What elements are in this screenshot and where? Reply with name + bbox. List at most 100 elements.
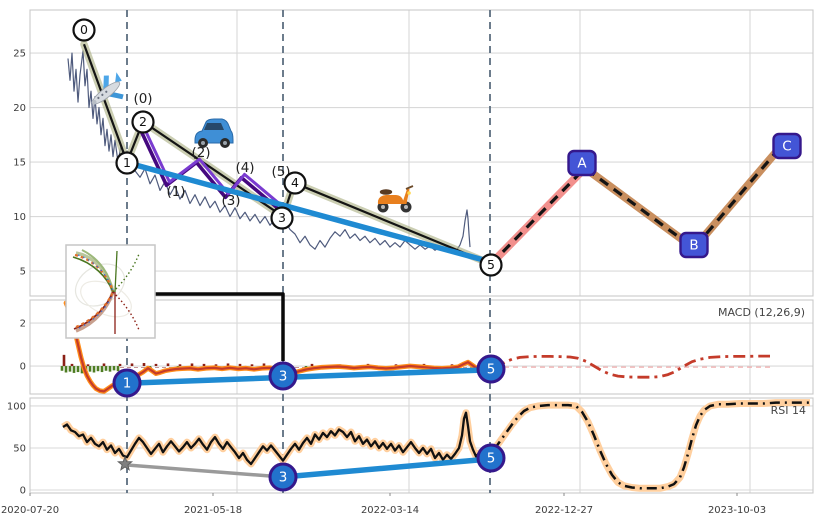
macd-hist-bar-up xyxy=(310,363,314,367)
macd-hist-bar-down xyxy=(116,366,120,372)
wave-circle-4 xyxy=(283,171,307,195)
macd-hist-bar-up xyxy=(214,364,218,367)
wave-circle-5 xyxy=(479,253,503,277)
projection-dashed-line xyxy=(489,151,778,266)
macd-line xyxy=(64,302,491,393)
macd-hist-bar-up xyxy=(70,363,74,367)
macd-hist-bar-down xyxy=(60,366,64,371)
macd-hist-bar-up xyxy=(62,354,66,367)
rsi-panel-title: RSI 14 xyxy=(770,404,806,417)
y-tick-label-main: 25 xyxy=(13,49,26,60)
inset-connector-line xyxy=(155,292,285,361)
abc-marker-A xyxy=(567,149,597,177)
wave-circle-1 xyxy=(115,151,139,175)
subwave-label-(2): (2) xyxy=(191,145,210,161)
macd-hist-bar-up xyxy=(154,363,158,367)
macd-hist-bar-down xyxy=(304,366,308,368)
macd-hist-bar-down xyxy=(92,366,96,373)
macd-hist-bar-up xyxy=(130,363,134,367)
trendline-macd xyxy=(124,366,494,386)
wave-circle-2 xyxy=(131,110,155,134)
wave-line xyxy=(82,43,492,266)
macd-hist-bar-down xyxy=(76,366,80,373)
y-tick-label-macd: 2 xyxy=(20,319,26,330)
price-line xyxy=(67,50,471,254)
macd-hist-bar-down xyxy=(68,366,72,372)
scooter-icon xyxy=(377,185,414,213)
pivot-circle-label-macd-3: 3 xyxy=(279,369,288,385)
macd-hist-bar-up xyxy=(262,363,266,367)
y-tick-label-main: 15 xyxy=(13,158,26,169)
wave-circle-label-0: 0 xyxy=(80,22,88,37)
pivot-circle-label-rsi-3: 3 xyxy=(279,470,288,486)
wave-circle-label-4: 4 xyxy=(291,175,299,190)
macd-hist-bar-up xyxy=(250,364,254,367)
x-tick-label: 2023-10-03 xyxy=(708,505,766,516)
macd-panel-title: MACD (12,26,9) xyxy=(717,306,805,319)
wave-circle-label-5: 5 xyxy=(487,257,495,272)
macd-hist-bar-down xyxy=(96,366,100,372)
y-tick-label-main: 10 xyxy=(13,212,26,223)
wave-circle-label-3: 3 xyxy=(278,210,286,225)
rsi-projection-line xyxy=(492,401,810,490)
pivot-circle-macd-1 xyxy=(112,368,142,398)
wave-circle-label-2: 2 xyxy=(139,114,147,129)
subwave-label-(3): (3) xyxy=(221,193,240,209)
pivot-circle-rsi-3 xyxy=(268,462,298,492)
pivot-circle-macd-5 xyxy=(476,354,506,384)
star-marker xyxy=(116,455,134,471)
macd-hist-bar-up xyxy=(118,363,122,367)
trendline-main xyxy=(124,159,494,265)
y-tick-label-rsi: 100 xyxy=(7,401,26,412)
pivot-circle-label-macd-1: 1 xyxy=(123,376,132,392)
abc-marker-label-A: A xyxy=(577,156,587,172)
pivot-circle-label-rsi-5: 5 xyxy=(487,451,496,467)
macd-hist-bar-down xyxy=(104,366,108,371)
inset-pattern-thumbnail xyxy=(65,244,156,339)
x-tick-label: 2022-12-27 xyxy=(535,505,593,516)
macd-hist-bar-up xyxy=(142,363,146,367)
pivot-circle-rsi-5 xyxy=(476,443,506,473)
macd-projection-line xyxy=(493,354,770,379)
x-tick-label: 2021-05-18 xyxy=(184,505,242,516)
panel-border-main xyxy=(29,9,814,297)
macd-hist-bar-up xyxy=(190,363,194,367)
x-tick-label: 2020-07-20 xyxy=(1,505,59,516)
macd-hist-bar-up xyxy=(178,364,182,367)
macd-hist-bar-down xyxy=(80,366,84,374)
projection-glow-tan xyxy=(581,148,780,253)
wave-circle-0 xyxy=(72,18,96,42)
macd-hist-bar-down xyxy=(64,366,68,373)
rsi-line xyxy=(62,411,491,466)
pivot-circle-macd-3 xyxy=(268,361,298,391)
subwave-label-(4): (4) xyxy=(235,160,254,176)
abc-marker-C xyxy=(772,132,802,160)
macd-hist-bar-down xyxy=(72,366,76,373)
wave-circle-label-1: 1 xyxy=(123,155,131,170)
macd-hist-bar-down xyxy=(88,366,92,372)
panel-border-rsi xyxy=(29,397,814,494)
wave-glow xyxy=(80,40,495,268)
rsi-projection-glow xyxy=(491,399,810,492)
car-icon xyxy=(194,118,234,148)
airplane-icon xyxy=(91,72,124,105)
abc-marker-B xyxy=(679,231,709,259)
macd-hist-bar-up xyxy=(102,363,106,367)
y-tick-label-macd: 0 xyxy=(20,362,26,373)
macd-hist-bar-down xyxy=(112,366,116,371)
macd-hist-bar-up xyxy=(202,363,206,367)
x-tick-label: 2022-03-14 xyxy=(361,505,419,516)
y-tick-label-main: 20 xyxy=(13,103,26,114)
panel-border-macd xyxy=(29,299,814,395)
macd-hist-bar-up xyxy=(86,364,90,367)
subwave-label-(1): (1) xyxy=(166,184,185,200)
macd-hist-bar-up xyxy=(226,363,230,367)
pivot-circle-label-macd-5: 5 xyxy=(487,362,496,378)
macd-hist-bar-up xyxy=(166,363,170,367)
y-tick-label-main: 5 xyxy=(20,267,26,278)
abc-marker-label-B: B xyxy=(689,238,698,254)
macd-hist-bar-up xyxy=(238,363,242,367)
